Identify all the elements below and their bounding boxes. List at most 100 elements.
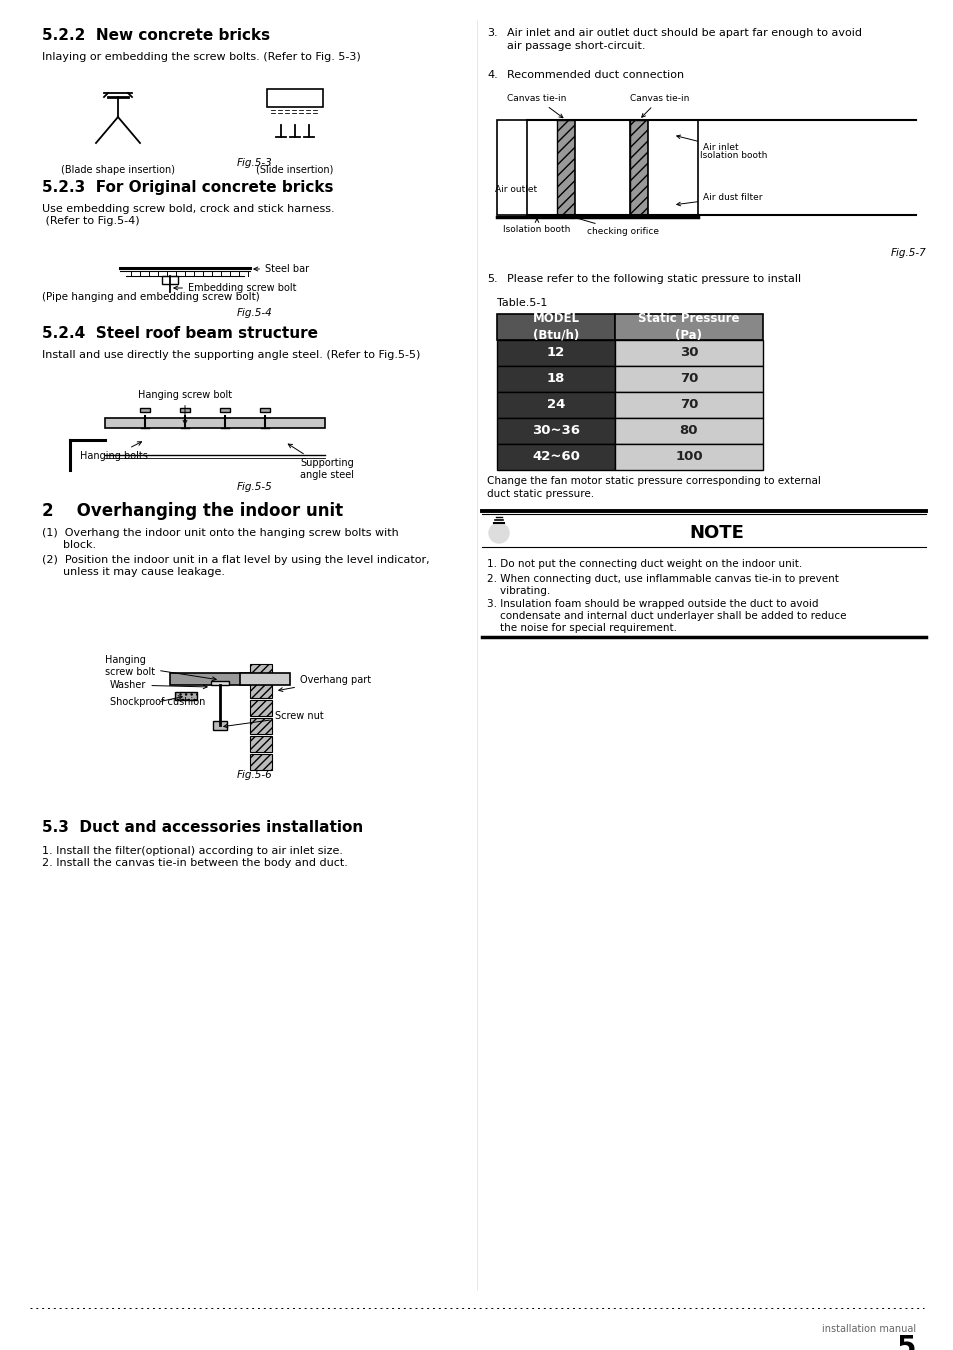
- Text: 3. Insulation foam should be wrapped outside the duct to avoid: 3. Insulation foam should be wrapped out…: [486, 599, 818, 609]
- Text: checking orifice: checking orifice: [569, 216, 659, 236]
- Bar: [105, 418, 325, 428]
- Text: Canvas tie-in: Canvas tie-in: [507, 95, 566, 117]
- Text: Use embedding screw bold, crock and stick harness.: Use embedding screw bold, crock and stic…: [42, 204, 335, 215]
- Text: duct static pressure.: duct static pressure.: [486, 489, 594, 500]
- Text: Hanging screw bolt: Hanging screw bolt: [138, 390, 232, 424]
- Bar: [250, 664, 272, 680]
- Text: Isolation booth: Isolation booth: [503, 219, 570, 234]
- Text: (1)  Overhang the indoor unit onto the hanging screw bolts with: (1) Overhang the indoor unit onto the ha…: [42, 528, 398, 539]
- Text: Air inlet: Air inlet: [676, 135, 738, 151]
- Text: installation manual: installation manual: [821, 1324, 915, 1334]
- Text: 5: 5: [896, 1334, 915, 1350]
- Text: 5.2.4  Steel roof beam structure: 5.2.4 Steel roof beam structure: [42, 325, 317, 342]
- Text: 2. Install the canvas tie-in between the body and duct.: 2. Install the canvas tie-in between the…: [42, 859, 348, 868]
- Bar: [497, 392, 615, 418]
- Text: unless it may cause leakage.: unless it may cause leakage.: [42, 567, 225, 576]
- Text: 5.2.2  New concrete bricks: 5.2.2 New concrete bricks: [42, 28, 270, 43]
- Bar: [497, 366, 615, 392]
- Bar: [180, 408, 190, 412]
- Text: MODEL
(Btu/h): MODEL (Btu/h): [532, 312, 578, 342]
- Text: 4.: 4.: [486, 70, 497, 80]
- Text: 1. Do not put the connecting duct weight on the indoor unit.: 1. Do not put the connecting duct weight…: [486, 559, 801, 568]
- Bar: [615, 444, 762, 470]
- Text: Isolation booth: Isolation booth: [700, 150, 766, 159]
- Bar: [250, 718, 272, 734]
- Text: Hanging bolts: Hanging bolts: [80, 441, 148, 460]
- Text: Fig.5-3: Fig.5-3: [237, 158, 273, 167]
- Text: 30~36: 30~36: [532, 424, 579, 437]
- Bar: [220, 408, 230, 412]
- Bar: [250, 682, 272, 698]
- Text: 70: 70: [679, 398, 698, 412]
- Text: 2    Overhanging the indoor unit: 2 Overhanging the indoor unit: [42, 502, 343, 520]
- Text: 2. When connecting duct, use inflammable canvas tie-in to prevent: 2. When connecting duct, use inflammable…: [486, 574, 838, 585]
- Text: the noise for special requirement.: the noise for special requirement.: [486, 622, 677, 633]
- Bar: [497, 444, 615, 470]
- Text: 18: 18: [546, 373, 564, 386]
- Text: Static Pressure
(Pa): Static Pressure (Pa): [638, 312, 739, 342]
- Text: Fig.5-4: Fig.5-4: [237, 308, 273, 319]
- Text: Supporting
angle steel: Supporting angle steel: [288, 444, 354, 479]
- Bar: [497, 340, 615, 366]
- Text: Shockproof cushion: Shockproof cushion: [110, 695, 205, 707]
- Text: 70: 70: [679, 373, 698, 386]
- Bar: [267, 89, 323, 107]
- Text: Install and use directly the supporting angle steel. (Refer to Fig.5-5): Install and use directly the supporting …: [42, 350, 420, 360]
- Text: Recommended duct connection: Recommended duct connection: [506, 70, 683, 80]
- Text: 5.3  Duct and accessories installation: 5.3 Duct and accessories installation: [42, 819, 363, 836]
- Text: Table.5-1: Table.5-1: [497, 298, 547, 308]
- Text: 100: 100: [675, 451, 702, 463]
- Text: Inlaying or embedding the screw bolts. (Refer to Fig. 5-3): Inlaying or embedding the screw bolts. (…: [42, 53, 360, 62]
- Text: Steel bar: Steel bar: [253, 265, 309, 274]
- Bar: [211, 680, 229, 684]
- Bar: [162, 275, 178, 284]
- Text: 30: 30: [679, 347, 698, 359]
- Text: 12: 12: [546, 347, 564, 359]
- Text: Fig.5-6: Fig.5-6: [237, 769, 273, 780]
- Text: 5.: 5.: [486, 274, 497, 284]
- Text: Fig.5-5: Fig.5-5: [237, 482, 273, 491]
- Bar: [497, 315, 615, 340]
- Bar: [615, 315, 762, 340]
- Text: condensate and internal duct underlayer shall be added to reduce: condensate and internal duct underlayer …: [486, 612, 845, 621]
- Bar: [260, 408, 270, 412]
- Text: 5.2.3  For Original concrete bricks: 5.2.3 For Original concrete bricks: [42, 180, 334, 194]
- Text: Air outlet: Air outlet: [495, 185, 537, 194]
- Bar: [213, 721, 227, 730]
- Text: Washer: Washer: [110, 680, 207, 690]
- Text: (Pipe hanging and embedding screw bolt): (Pipe hanging and embedding screw bolt): [42, 292, 259, 302]
- Text: Change the fan motor static pressure corresponding to external: Change the fan motor static pressure cor…: [486, 477, 820, 486]
- Bar: [170, 674, 250, 684]
- Text: 80: 80: [679, 424, 698, 437]
- Text: Fig.5-7: Fig.5-7: [889, 248, 925, 258]
- Bar: [497, 418, 615, 444]
- Bar: [629, 120, 647, 215]
- Text: 42~60: 42~60: [532, 451, 579, 463]
- Bar: [240, 674, 290, 684]
- Text: Air inlet and air outlet duct should be apart far enough to avoid: Air inlet and air outlet duct should be …: [506, 28, 862, 38]
- Bar: [615, 366, 762, 392]
- Text: (Blade shape insertion): (Blade shape insertion): [61, 165, 174, 176]
- Text: vibrating.: vibrating.: [486, 586, 550, 595]
- Bar: [557, 120, 575, 215]
- Text: block.: block.: [42, 540, 96, 549]
- Text: Screw nut: Screw nut: [224, 711, 323, 728]
- Text: (Slide insertion): (Slide insertion): [256, 165, 334, 176]
- Bar: [647, 120, 698, 215]
- Text: Overhang part: Overhang part: [278, 675, 371, 691]
- Text: (Refer to Fig.5-4): (Refer to Fig.5-4): [42, 216, 139, 225]
- Circle shape: [489, 522, 509, 543]
- Text: NOTE: NOTE: [688, 524, 743, 541]
- Bar: [140, 408, 150, 412]
- Bar: [250, 736, 272, 752]
- Text: 3.: 3.: [486, 28, 497, 38]
- Text: air passage short-circuit.: air passage short-circuit.: [506, 40, 645, 51]
- Bar: [615, 340, 762, 366]
- Text: Embedding screw bolt: Embedding screw bolt: [173, 284, 296, 293]
- Text: Canvas tie-in: Canvas tie-in: [630, 95, 689, 117]
- Text: Hanging
screw bolt: Hanging screw bolt: [105, 655, 216, 680]
- Bar: [174, 693, 196, 701]
- Text: Please refer to the following static pressure to install: Please refer to the following static pre…: [506, 274, 801, 284]
- Bar: [615, 392, 762, 418]
- Text: (2)  Position the indoor unit in a flat level by using the level indicator,: (2) Position the indoor unit in a flat l…: [42, 555, 429, 566]
